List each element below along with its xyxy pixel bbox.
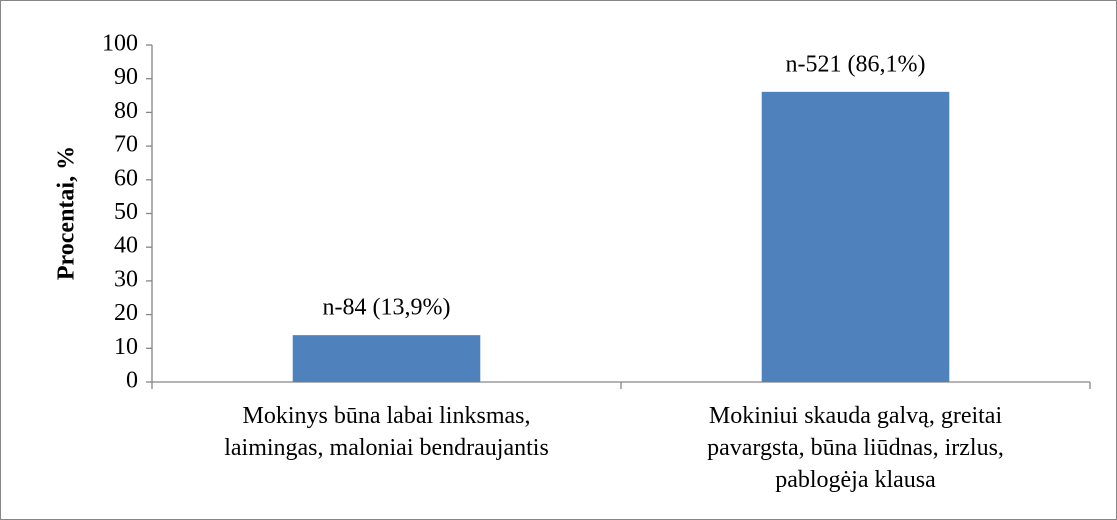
y-tick-label: 30	[114, 266, 138, 292]
bar	[761, 91, 950, 382]
y-tick-label: 20	[114, 300, 138, 326]
y-tick-label: 80	[114, 98, 138, 124]
y-tick-label: 90	[114, 64, 138, 90]
y-tick-label: 0	[126, 368, 138, 394]
y-axis-label: Procentai, %	[54, 146, 80, 280]
y-tick-label: 70	[114, 132, 138, 158]
data-label: n-84 (13,9%)	[323, 295, 451, 321]
x-tick-label: Mokiniui skauda galvą, greitai pavargsta,…	[707, 403, 1004, 493]
x-tick-label: Mokinys būna labai linksmas, laimingas, m…	[224, 403, 549, 461]
y-tick-label: 60	[114, 165, 138, 191]
y-tick-label: 10	[114, 334, 138, 360]
y-tick-label: 50	[114, 199, 138, 225]
y-tick-label: 40	[114, 233, 138, 259]
bar	[292, 335, 481, 382]
y-tick-label: 100	[102, 31, 138, 57]
data-label: n-521 (86,1%)	[786, 51, 926, 77]
